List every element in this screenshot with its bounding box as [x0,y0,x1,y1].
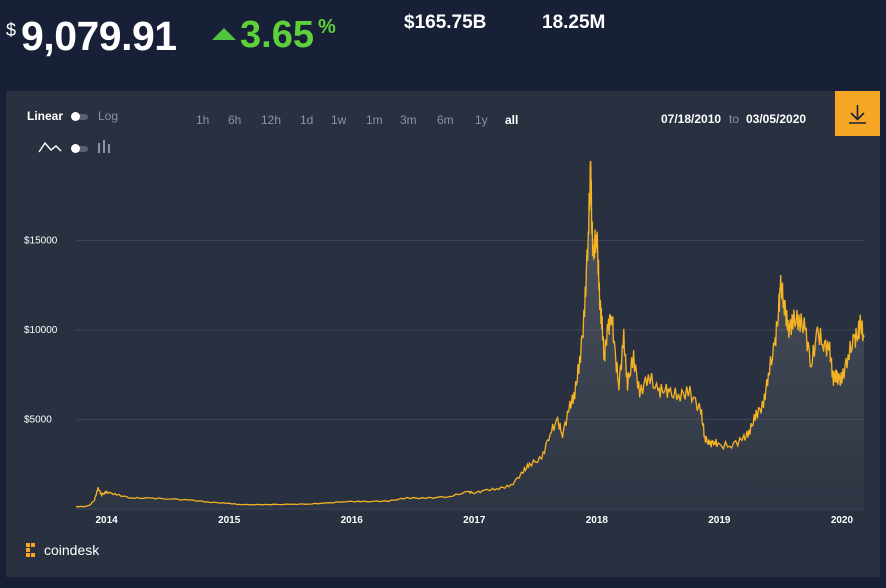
y-tick-label: $5000 [24,415,52,426]
linear-scale-label[interactable]: Linear [27,109,64,123]
scale-toggle-knob [71,112,80,121]
x-tick-label: 2015 [218,515,241,526]
coindesk-logo-icon [26,543,35,557]
x-tick-label: 2014 [96,515,119,526]
range-6m[interactable]: 6m [437,113,454,127]
range-1m[interactable]: 1m [366,113,383,127]
range-1y[interactable]: 1y [475,113,488,127]
range-all[interactable]: all [505,113,519,127]
log-scale-label[interactable]: Log [98,109,119,123]
range-1w[interactable]: 1w [331,113,347,127]
x-tick-label: 2016 [341,515,364,526]
x-tick-label: 2018 [586,515,609,526]
date-to-label: to [729,112,740,126]
current-price: 9,079.91 [21,13,177,59]
range-6h[interactable]: 6h [228,113,242,127]
range-1h[interactable]: 1h [196,113,210,127]
price-chart[interactable]: $5000 $10000 $15000 2014 2015 2016 2017 2018 201… [6,91,880,577]
download-icon [849,105,866,124]
coindesk-logo: coindesk [44,542,100,558]
price-change: 3.65 [240,14,314,56]
price-line [75,160,865,508]
chart-panel: $5000 $10000 $15000 2014 2015 2016 2017 2018 201… [6,91,880,577]
price-area-fill [76,161,864,509]
scale-toggle[interactable] [71,112,88,121]
date-from[interactable]: 07/18/2010 [661,112,722,126]
x-tick-label: 2020 [831,515,854,526]
currency-symbol: $ [6,20,17,40]
date-to[interactable]: 03/05/2020 [746,112,807,126]
header-bar: $ 9,079.91 3.65 % $165.75B 18.25M [0,0,886,88]
x-tick-label: 2019 [708,515,731,526]
range-3m[interactable]: 3m [400,113,417,127]
candlestick-icon[interactable] [97,139,111,155]
market-cap: $165.75B [404,12,487,33]
x-tick-label: 2017 [463,515,486,526]
up-arrow-icon [212,28,236,40]
download-button[interactable] [835,91,880,136]
price-change-unit: % [318,16,336,38]
line-chart-icon[interactable] [38,140,62,154]
circulating-supply: 18.25M [542,12,606,33]
y-tick-label: $10000 [24,325,58,336]
range-1d[interactable]: 1d [300,113,314,127]
range-12h[interactable]: 12h [261,113,282,127]
y-tick-label: $15000 [24,236,58,247]
chart-type-toggle[interactable] [71,144,88,153]
chart-type-toggle-knob [71,144,80,153]
